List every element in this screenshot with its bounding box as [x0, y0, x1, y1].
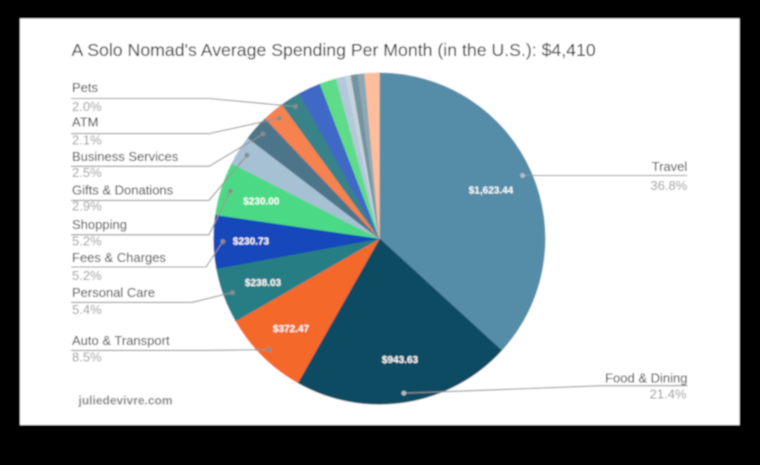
svg-text:5.2%: 5.2%: [72, 234, 102, 249]
svg-text:Pets: Pets: [72, 80, 99, 95]
svg-text:2.5%: 2.5%: [72, 165, 102, 180]
svg-text:$943.63: $943.63: [382, 355, 419, 366]
svg-text:A Solo Nomad's Average Spendin: A Solo Nomad's Average Spending Per Mont…: [72, 40, 596, 60]
svg-text:2.9%: 2.9%: [72, 198, 102, 213]
svg-text:2.0%: 2.0%: [72, 99, 102, 114]
svg-text:$230.00: $230.00: [243, 197, 280, 208]
svg-text:36.8%: 36.8%: [650, 178, 687, 193]
svg-text:ATM: ATM: [72, 115, 98, 130]
svg-text:Auto & Transport: Auto & Transport: [72, 333, 170, 348]
svg-text:Personal Care: Personal Care: [72, 285, 155, 300]
svg-text:$238.03: $238.03: [245, 278, 282, 289]
svg-text:21.4%: 21.4%: [650, 386, 687, 401]
svg-text:5.4%: 5.4%: [72, 302, 102, 317]
svg-text:2.1%: 2.1%: [72, 133, 102, 148]
svg-text:Travel: Travel: [652, 159, 688, 174]
svg-text:Fees & Charges: Fees & Charges: [72, 250, 166, 265]
svg-text:Shopping: Shopping: [72, 217, 127, 232]
svg-text:5.2%: 5.2%: [72, 268, 102, 283]
svg-text:8.5%: 8.5%: [72, 350, 102, 365]
svg-text:$1,623.44: $1,623.44: [469, 185, 514, 196]
svg-text:Food & Dining: Food & Dining: [605, 370, 687, 385]
svg-text:$372.47: $372.47: [273, 324, 310, 335]
svg-text:Business Services: Business Services: [72, 149, 179, 164]
svg-text:Gifts & Donations: Gifts & Donations: [72, 183, 174, 198]
svg-text:juliedevivre.com: juliedevivre.com: [78, 394, 173, 408]
svg-text:$230.73: $230.73: [233, 237, 270, 248]
